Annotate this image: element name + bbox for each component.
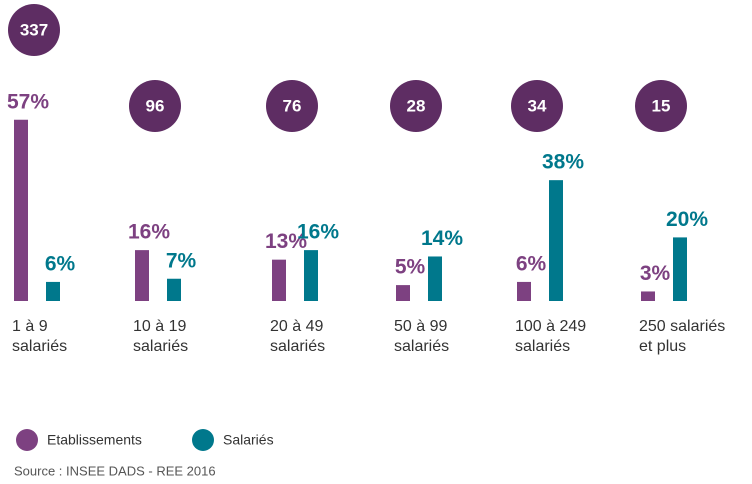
category-label: 250 salariés et plus xyxy=(639,318,726,355)
count-badge xyxy=(266,80,318,132)
count-label: 15 xyxy=(652,96,671,115)
value-label: 7% xyxy=(166,249,197,272)
count-badge xyxy=(8,4,60,56)
legend-marker xyxy=(192,429,214,451)
bar xyxy=(517,281,531,301)
bar xyxy=(673,237,687,301)
value-label: 13% xyxy=(265,230,307,253)
value-label: 6% xyxy=(45,252,76,275)
value-label: 16% xyxy=(297,221,339,244)
bar xyxy=(641,291,655,301)
count-label: 76 xyxy=(283,96,302,115)
bar xyxy=(396,285,410,301)
bar xyxy=(46,281,60,301)
source: Source : INSEE DADS - REE 2016 xyxy=(14,463,216,478)
category-label: 10 à 19 salariés xyxy=(133,318,189,355)
bar xyxy=(549,180,563,301)
value-label: 38% xyxy=(542,151,584,174)
legend-marker xyxy=(16,429,38,451)
count-label: 96 xyxy=(146,96,165,115)
count-label: 34 xyxy=(528,96,547,115)
count-badge xyxy=(390,80,442,132)
count-badge xyxy=(511,80,563,132)
value-label: 6% xyxy=(516,252,547,275)
bar xyxy=(167,278,181,301)
category-label: 1 à 9 salariés xyxy=(12,318,68,355)
bar xyxy=(14,119,28,302)
value-label: 20% xyxy=(666,208,708,231)
count-label: 28 xyxy=(407,96,426,115)
bar xyxy=(428,256,442,301)
category-label: 50 à 99 salariés xyxy=(394,318,450,355)
category-label: 20 à 49 salariés xyxy=(270,318,326,355)
count-badge xyxy=(635,80,687,132)
legend-label: Salariés xyxy=(223,432,274,448)
category-label: 100 à 249 salariés xyxy=(515,318,587,355)
value-label: 57% xyxy=(7,90,49,113)
value-label: 5% xyxy=(395,256,426,279)
value-label: 14% xyxy=(421,227,463,250)
value-label: 16% xyxy=(128,221,170,244)
bar xyxy=(304,250,318,301)
bar xyxy=(135,250,149,301)
value-label: 3% xyxy=(640,262,671,285)
count-label: 337 xyxy=(20,20,48,39)
bar xyxy=(272,259,286,301)
count-badge xyxy=(129,80,181,132)
legend-label: Etablissements xyxy=(47,432,142,448)
